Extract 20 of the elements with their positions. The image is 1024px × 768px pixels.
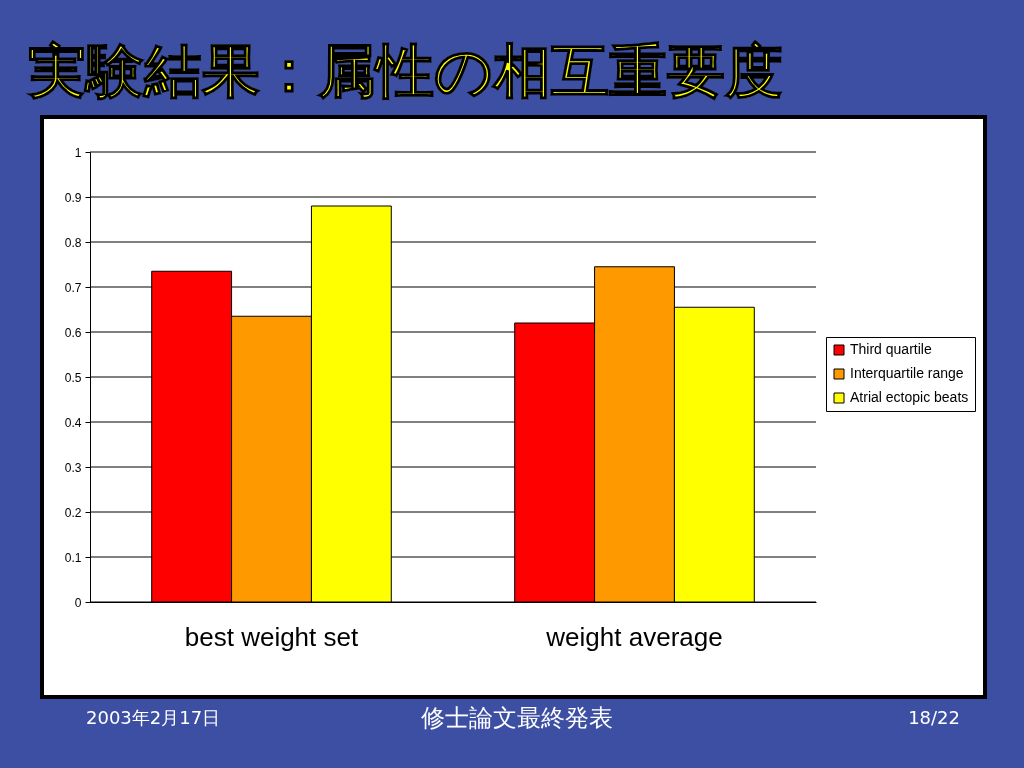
y-tick-label: 0 [74,595,82,610]
y-tick-label: 1 [74,145,82,160]
y-tick-label: 0.8 [64,235,82,250]
legend-label: Atrial ectopic beats [850,389,969,405]
y-tick-label: 0.3 [64,460,82,475]
x-tick-label: weight average [545,621,723,652]
y-tick-label: 0.1 [64,550,82,565]
x-tick-label: best weight set [184,621,359,652]
y-tick-label: 0.7 [64,280,82,295]
y-tick-label: 0.4 [64,415,82,430]
legend-label: Third quartile [850,341,932,357]
y-tick-label: 0.6 [64,325,82,340]
text: 18/22 [908,707,960,728]
y-tick-label: 0.2 [64,505,82,520]
y-tick-label: 0.5 [64,370,82,385]
text: 修士論文最終発表 [421,704,613,732]
legend-label: Interquartile range [850,365,964,381]
chart-title: 実験結果：属性の相互重要度 [27,37,783,105]
y-tick-label: 0.9 [64,190,82,205]
text: 2003年2月17日 [86,707,221,728]
